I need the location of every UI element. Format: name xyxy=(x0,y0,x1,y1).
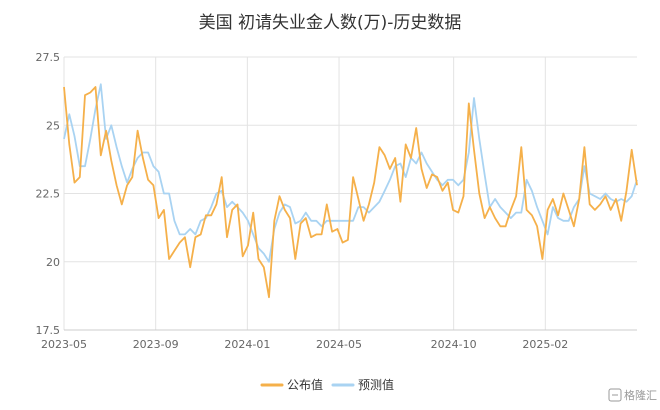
series-line-forecast xyxy=(63,83,638,263)
series-line-published xyxy=(63,86,638,299)
x-tick-label: 2024-05 xyxy=(316,338,362,351)
watermark: 格隆汇 xyxy=(608,388,657,402)
y-tick-label: 27.5 xyxy=(36,51,61,64)
grid-lines xyxy=(63,56,637,331)
series-lines xyxy=(63,83,638,299)
y-tick-label: 25 xyxy=(46,119,60,132)
chart-title: 美国 初请失业金人数(万)-历史数据 xyxy=(198,13,462,33)
legend-label-forecast: 预测值 xyxy=(358,377,394,392)
x-tick-label: 2023-05 xyxy=(41,338,87,351)
y-axis: 17.5 20 22.5 25 27.5 xyxy=(36,51,61,337)
watermark-logo-icon xyxy=(608,388,622,402)
x-tick-label: 2024-01 xyxy=(224,338,270,351)
x-tick-label: 2023-09 xyxy=(133,338,179,351)
legend[interactable]: 公布值 预测值 xyxy=(260,377,394,392)
y-tick-label: 22.5 xyxy=(36,188,61,201)
legend-label-published: 公布值 xyxy=(287,377,323,392)
y-tick-label: 17.5 xyxy=(36,324,61,337)
x-tick-label: 2025-02 xyxy=(522,338,568,351)
watermark-text: 格隆汇 xyxy=(624,388,657,402)
y-tick-label: 20 xyxy=(46,256,60,269)
x-axis: 2023-05 2023-09 2024-01 2024-05 2024-10 2025-… xyxy=(41,329,637,351)
x-tick-label: 2024-10 xyxy=(431,338,477,351)
